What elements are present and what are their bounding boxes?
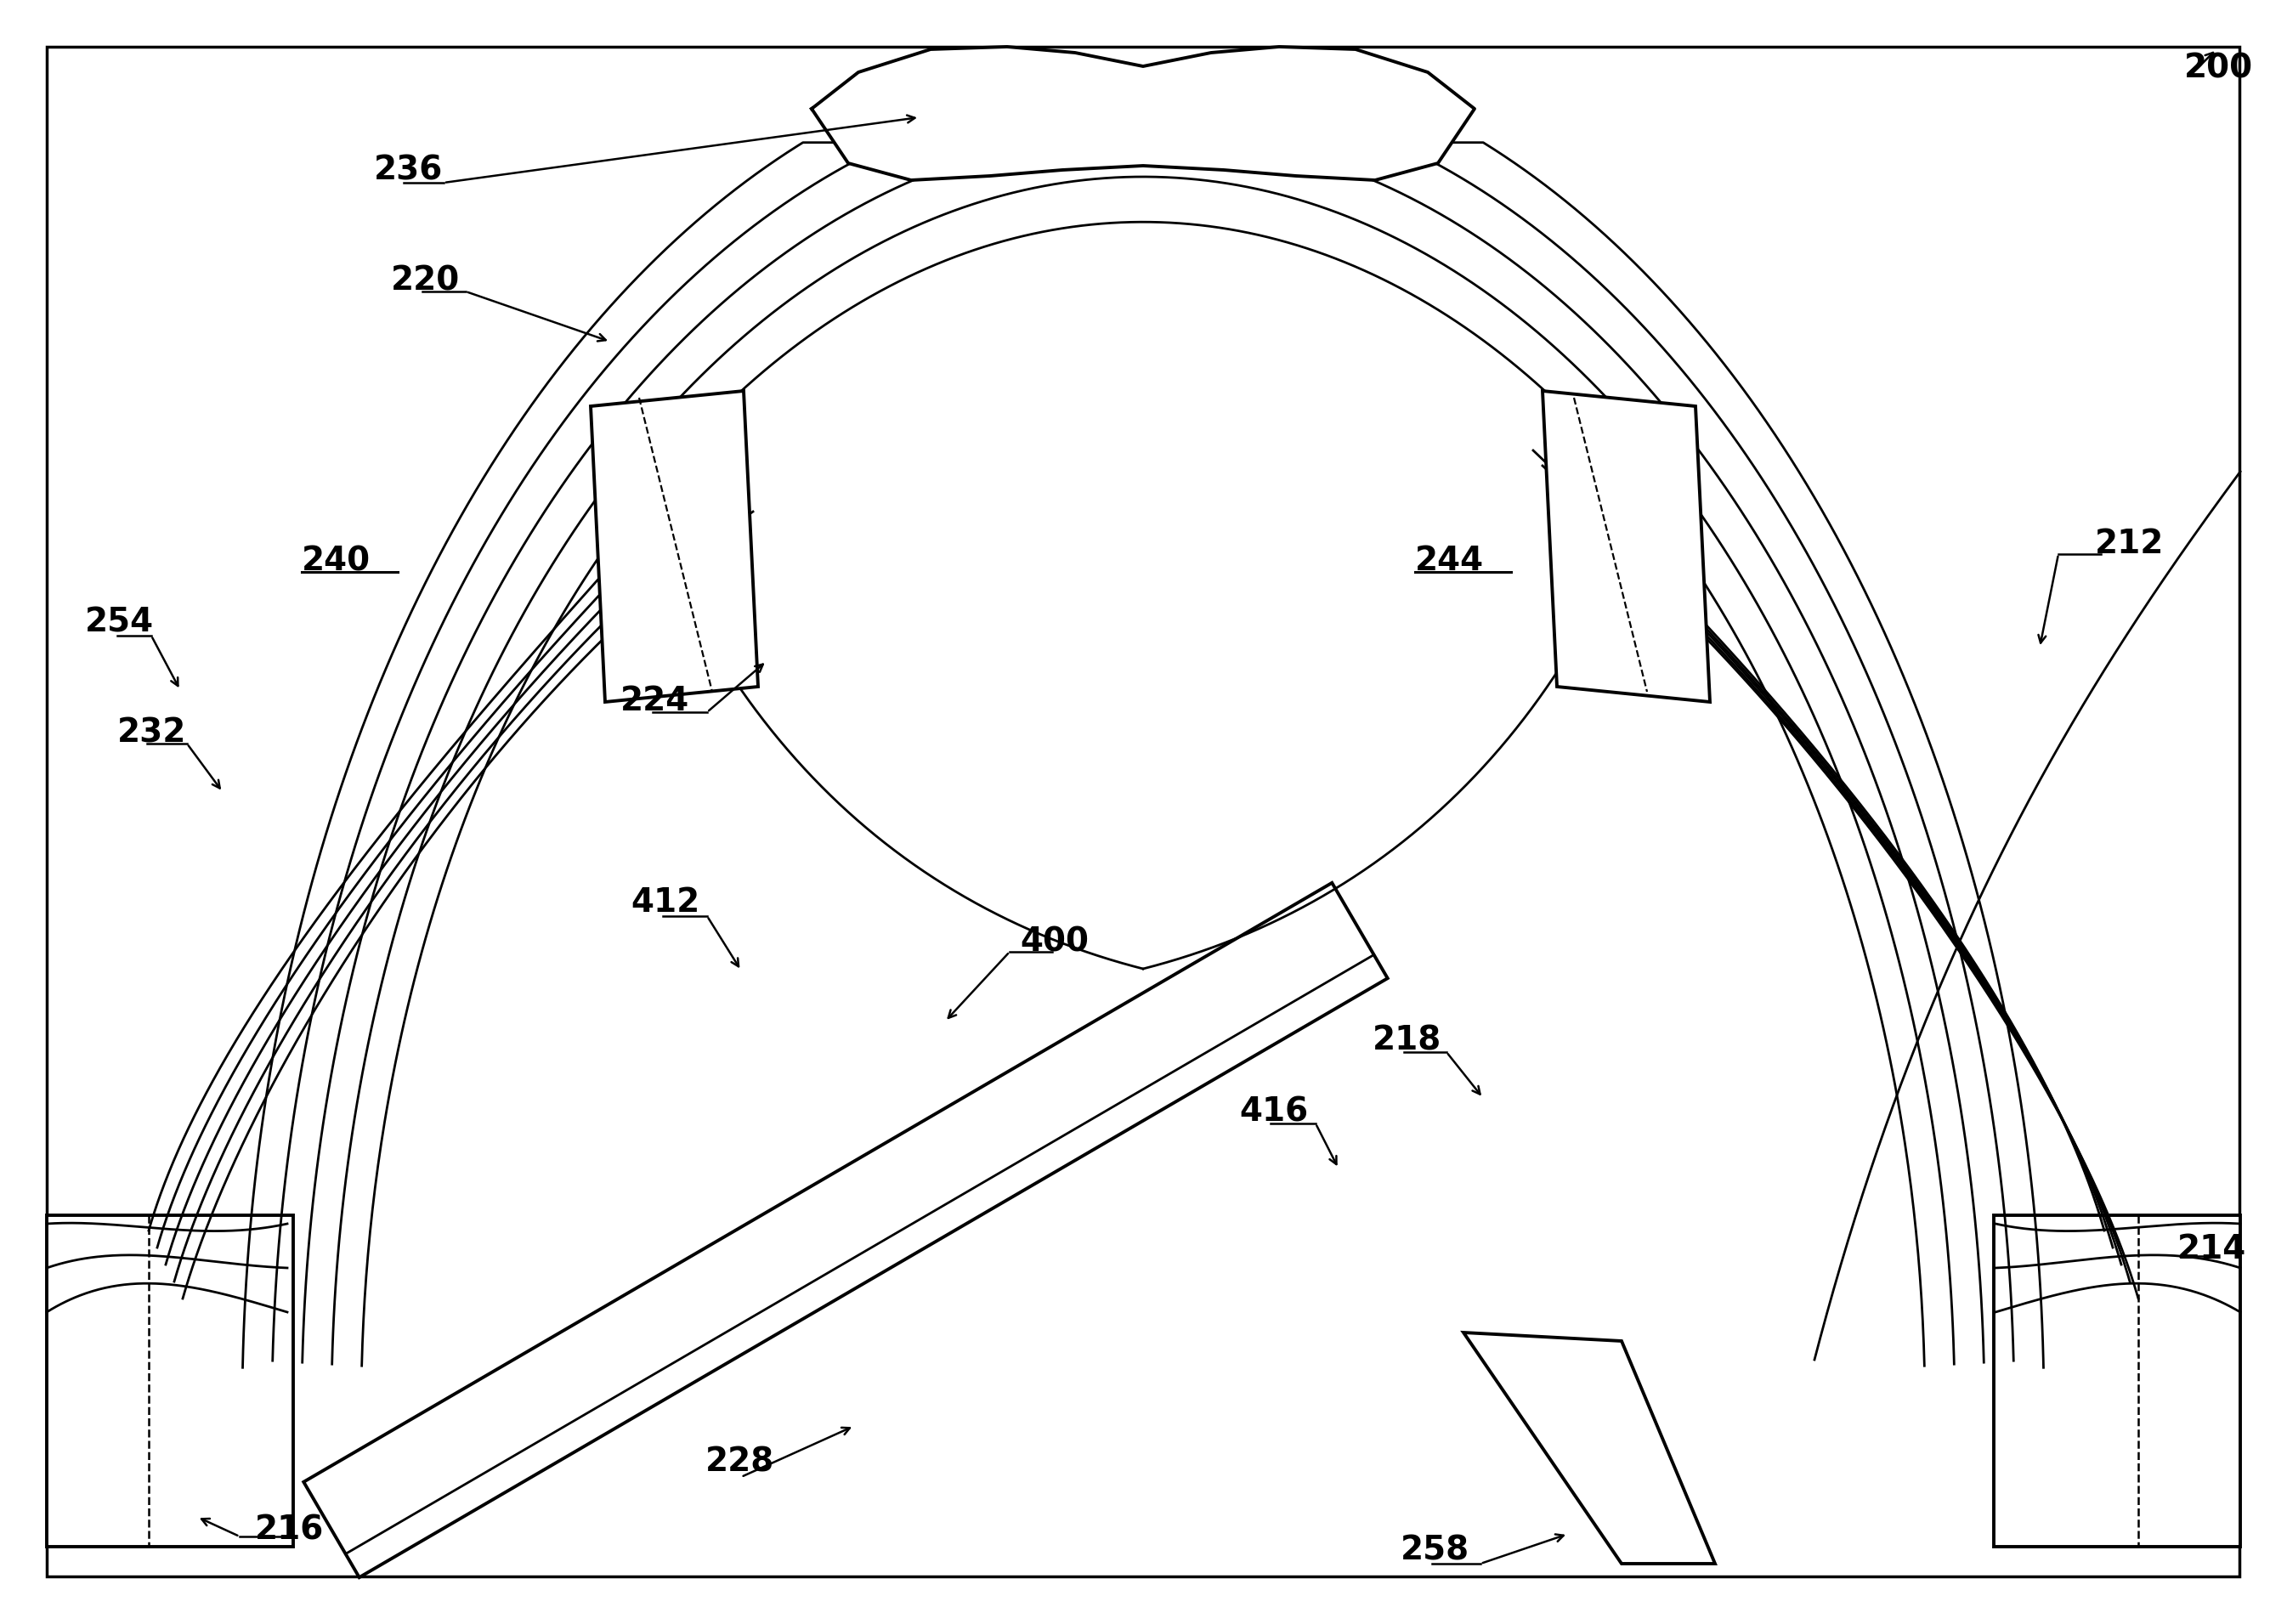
Text: 218: 218: [1372, 1025, 1441, 1057]
Text: 244: 244: [1416, 544, 1484, 577]
Text: 212: 212: [2095, 528, 2164, 560]
Text: 200: 200: [2184, 52, 2253, 84]
Text: 214: 214: [2177, 1233, 2246, 1265]
Bar: [46, 1215, 293, 1546]
Text: 412: 412: [631, 887, 700, 919]
Text: 240: 240: [302, 544, 370, 577]
Text: 400: 400: [1020, 926, 1089, 958]
Text: 224: 224: [620, 685, 688, 718]
Text: 216: 216: [254, 1514, 325, 1546]
Polygon shape: [1464, 1333, 1715, 1564]
Polygon shape: [590, 391, 757, 702]
Text: 228: 228: [704, 1445, 775, 1478]
Text: 258: 258: [1400, 1535, 1471, 1567]
Text: 232: 232: [117, 716, 188, 749]
Polygon shape: [812, 47, 1475, 180]
Bar: [1994, 1215, 2241, 1546]
Text: 416: 416: [1240, 1096, 1308, 1127]
Text: 254: 254: [85, 606, 153, 638]
Polygon shape: [304, 883, 1388, 1577]
Text: 220: 220: [391, 265, 460, 297]
Text: 236: 236: [375, 154, 444, 187]
Polygon shape: [1541, 391, 1711, 702]
